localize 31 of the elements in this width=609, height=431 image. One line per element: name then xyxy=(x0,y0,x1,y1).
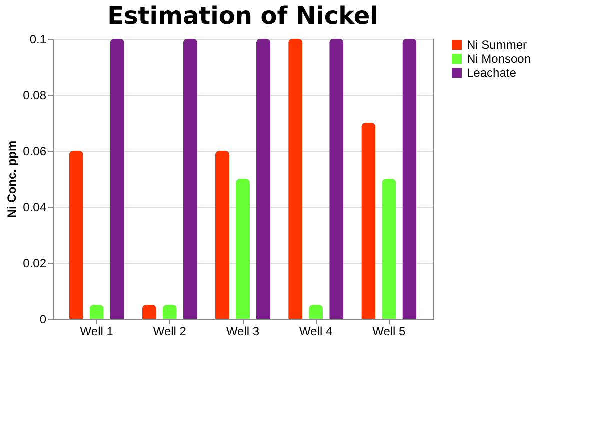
bar xyxy=(309,305,324,319)
x-tick-label: Well 3 xyxy=(226,324,260,338)
chart-title: Estimation of Nickel xyxy=(108,2,378,30)
legend-label: Ni Monsoon xyxy=(467,52,532,66)
bar xyxy=(215,151,230,319)
bar xyxy=(236,179,250,319)
x-tick-label: Well 4 xyxy=(300,324,333,338)
x-tick-label: Well 1 xyxy=(80,324,114,338)
y-tick-label: 0.02 xyxy=(23,256,47,270)
y-tick-label: 0 xyxy=(40,312,47,326)
y-tick-label: 0.1 xyxy=(30,32,47,46)
y-tick-label: 0.06 xyxy=(23,144,47,158)
bar xyxy=(69,151,84,319)
legend-label: Ni Summer xyxy=(467,38,528,52)
bar xyxy=(362,123,376,319)
bar xyxy=(256,39,271,319)
y-axis-title: Ni Conc. ppm xyxy=(5,140,20,218)
bar xyxy=(90,305,104,319)
bar xyxy=(330,39,344,319)
bar xyxy=(162,305,177,319)
y-tick-label: 0.04 xyxy=(23,200,47,214)
bar xyxy=(110,39,124,319)
legend-label: Leachate xyxy=(467,66,517,80)
x-tick-label: Well 2 xyxy=(153,324,187,338)
x-tick-label: Well 5 xyxy=(372,324,406,338)
y-tick-label: 0.08 xyxy=(23,88,47,102)
bar xyxy=(288,39,303,319)
bar xyxy=(142,305,156,319)
bar xyxy=(183,39,198,319)
bar xyxy=(382,179,396,319)
bar xyxy=(402,39,417,319)
